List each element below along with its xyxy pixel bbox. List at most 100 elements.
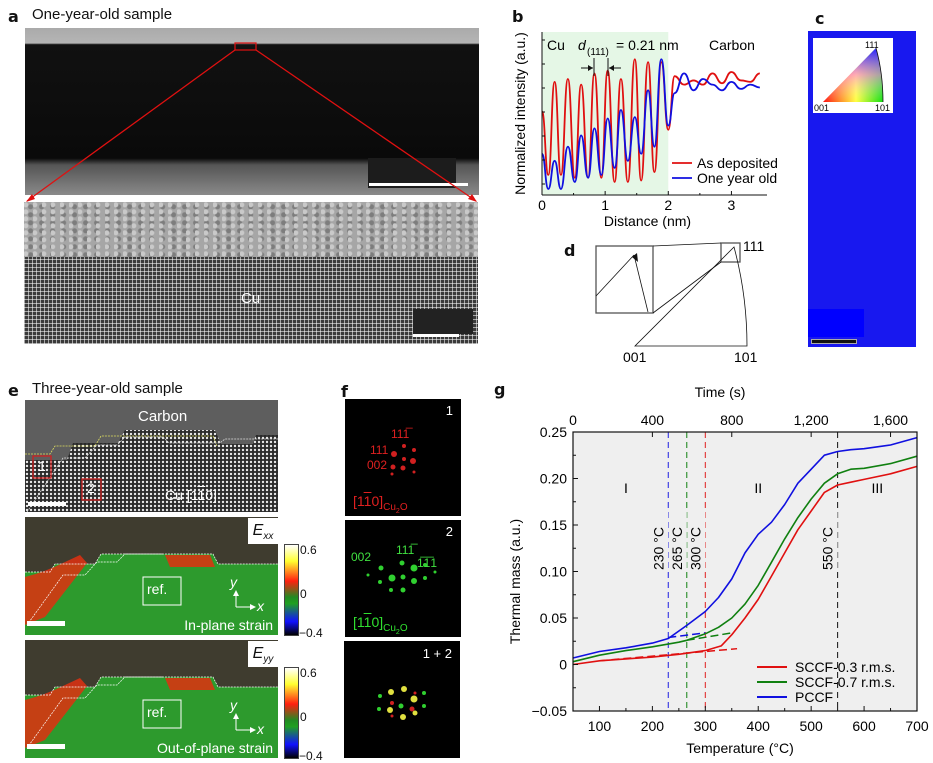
strain-field xyxy=(25,640,278,758)
region-label: I xyxy=(624,480,628,496)
zone-text: [1 xyxy=(353,614,364,630)
colorbar-mid: 0 xyxy=(300,710,307,724)
hrtem-image: Cu xyxy=(24,202,478,344)
panel-c-label: c xyxy=(815,9,825,28)
legend-label: SCCF-0.3 r.m.s. xyxy=(795,659,895,675)
panel-g-chart: 100 200 300 400 500 600 700 0.25 0.20 0.15 0.10 0.… xyxy=(507,384,929,756)
label-background xyxy=(822,508,838,572)
strain-caption: Out-of-plane strain xyxy=(157,740,273,756)
ipf-triangle: 111 001 101 xyxy=(814,40,890,113)
interface-overlay xyxy=(25,430,278,512)
zone-sub2: 2 xyxy=(395,507,400,515)
diffraction-spots xyxy=(390,444,416,476)
panel-d-stereographic-triangle: 111 001 101 xyxy=(595,238,764,365)
panel-e-title: Three-year-old sample xyxy=(32,380,183,397)
x-tick-label: 600 xyxy=(852,718,876,734)
crystal-bar-index: 1 xyxy=(197,487,206,503)
zone-sub: Cu xyxy=(383,622,396,634)
region-label: III xyxy=(871,480,883,496)
arrowhead xyxy=(609,65,614,71)
tangent-line xyxy=(668,632,706,639)
x-tick-label: 400 xyxy=(747,718,771,734)
zone-sub: Cu xyxy=(383,501,396,513)
inset-zoom-box xyxy=(595,245,654,314)
top-x-tick-label: 1,600 xyxy=(873,412,908,428)
scalebar xyxy=(811,339,857,344)
label-background xyxy=(690,508,706,572)
cu-label: Cu xyxy=(241,290,261,307)
colorbar xyxy=(284,544,299,636)
zone-sub2: 2 xyxy=(395,628,400,636)
corner-label-111: 111 xyxy=(743,238,764,254)
region-box-2 xyxy=(81,478,102,501)
arrowhead-right xyxy=(468,194,477,202)
pattern-id: 2 xyxy=(445,524,453,539)
series-line-sccf-0.3 xyxy=(572,465,918,666)
tangent-line xyxy=(599,647,738,662)
y-tick-label: 0 xyxy=(559,657,567,673)
component-symbol: E xyxy=(252,645,264,662)
ipf-label-111: 111 xyxy=(865,40,879,50)
colorbar-mid: 0 xyxy=(300,587,307,601)
threshold-label: 300 °C xyxy=(687,527,703,570)
x-tick-label: 300 xyxy=(694,718,718,734)
x-tick-label: 2 xyxy=(664,197,672,213)
tem-overview-image xyxy=(25,28,479,195)
series-line-sccf-0.7 xyxy=(572,455,918,663)
carbon-region-label: Carbon xyxy=(709,37,755,53)
legend-label: One year old xyxy=(697,170,777,186)
colorbar-min: −0.4 xyxy=(299,749,323,763)
pattern-id: 1 + 2 xyxy=(422,646,452,661)
y-axis-indicator: y xyxy=(230,574,237,590)
x-axis-label: Temperature (°C) xyxy=(686,740,794,756)
carbon-label: Carbon xyxy=(138,408,188,425)
panel-b-label: b xyxy=(512,7,524,26)
ipf-label-001: 001 xyxy=(814,103,829,113)
y-axis-label: Normalized intensity (a.u.) xyxy=(512,32,528,195)
panel-a-title: One-year-old sample xyxy=(32,6,173,23)
x-tick-label: 200 xyxy=(641,718,665,734)
y-tick-label: 0.10 xyxy=(540,564,567,580)
region-label-2: 2 xyxy=(87,480,95,496)
zoom-line-right xyxy=(255,49,477,202)
series-line-pccf xyxy=(572,436,918,659)
spot-label: 002 xyxy=(367,458,388,472)
diffraction-pattern-2: 2 002 111̅ 1̅1̅1 [110]Cu2O xyxy=(345,520,461,637)
reference-region-label: ref. xyxy=(147,704,168,720)
zoom-line-left xyxy=(26,49,236,202)
y-tick-label: 0.20 xyxy=(540,471,567,487)
x-tick-label: 1 xyxy=(601,197,609,213)
panel-b-chart: 0 1 2 3 Distance (nm) Normalized intensity … xyxy=(512,32,778,229)
arrowhead-left xyxy=(26,194,35,202)
legend-label: As deposited xyxy=(697,155,778,171)
ipf-key: 111 001 101 xyxy=(813,38,893,113)
plot-background xyxy=(573,432,917,711)
y-tick-label: 0.25 xyxy=(540,424,567,440)
series-line-as-deposited xyxy=(541,58,761,183)
component-symbol: E xyxy=(252,522,264,539)
d-spacing-symbol: d xyxy=(578,37,587,53)
series-line-one-year-old xyxy=(541,58,760,190)
top-x-axis-label: Time (s) xyxy=(695,384,746,400)
y-axis-indicator: y xyxy=(230,697,237,713)
diffraction-pattern-1: 1 111̅ 111 002 [110]Cu2O xyxy=(345,399,461,516)
crystal-text: Cu [1 xyxy=(165,487,198,503)
d-spacing-value: = 0.21 nm xyxy=(616,37,679,53)
panel-a-label: a xyxy=(8,7,19,26)
threshold-label: 230 °C xyxy=(650,527,666,570)
legend-label: SCCF-0.7 r.m.s. xyxy=(795,674,895,690)
zoom-box xyxy=(234,42,257,51)
panel-g-label: g xyxy=(494,380,506,399)
y-tick-label: 0.05 xyxy=(540,610,567,626)
d-spacing-subscript: (111) xyxy=(587,47,609,58)
legend-label: PCCF xyxy=(795,689,833,705)
strain-component-label: Exx xyxy=(248,518,278,544)
strain-component-label: Eyy xyxy=(248,641,278,667)
zone-text-end: 0] xyxy=(371,493,384,509)
region-label-1: 1 xyxy=(38,458,46,474)
crystal-orientation-label: Cu [110] xyxy=(165,487,217,503)
y-tick-label: −0.05 xyxy=(532,703,568,719)
top-x-tick-label: 0 xyxy=(569,412,577,428)
panel-e-label: e xyxy=(8,381,19,400)
zone-text: [1 xyxy=(353,493,364,509)
